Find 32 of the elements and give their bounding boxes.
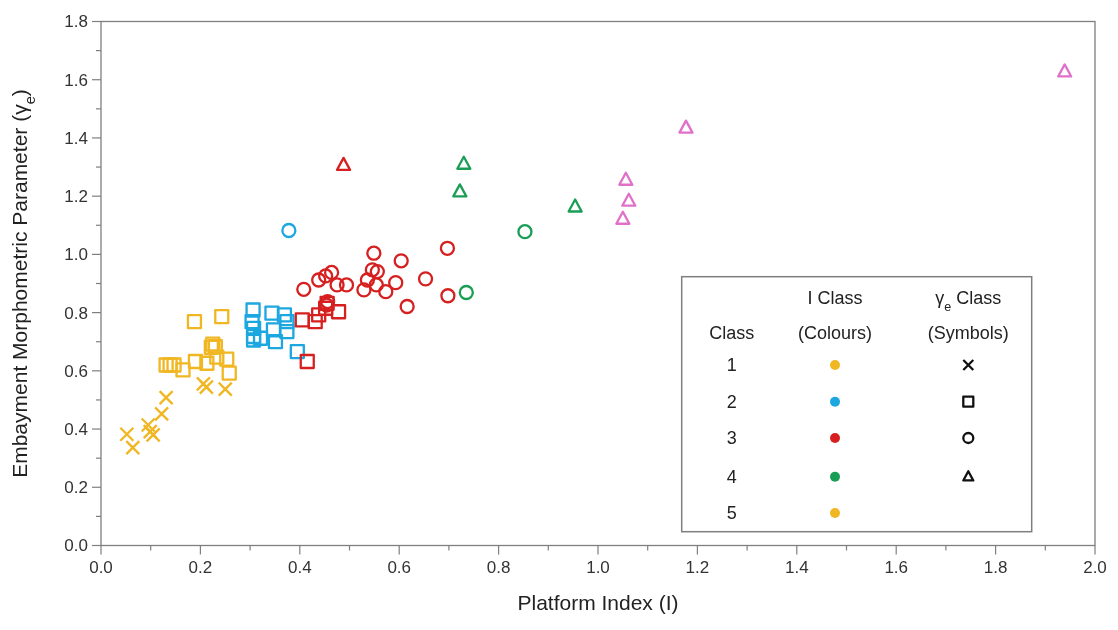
x-tick-label: 0.6 [387,557,412,577]
y-tick-label: 0.2 [64,478,88,498]
y-tick-label: 1.8 [64,12,88,32]
x-tick-label: 0.2 [188,557,213,577]
annotation: (Colours) [797,323,873,344]
annotation: 2 [726,392,737,412]
annotation: γ$_{e}$ Class [935,288,1002,315]
y-tick-label: 1.0 [64,245,88,265]
y-tick-label: 1.6 [64,70,88,90]
annotation: 5 [726,503,737,524]
annotation: 3 [726,428,737,449]
x-tick-label: 0.8 [486,557,511,577]
y-tick-label: 0.4 [64,420,88,440]
annotation: Class [709,323,755,344]
annotation: 4 [726,467,737,487]
x-axis-title: Platform Index (I) [517,591,679,614]
x-tick-label: 1.6 [884,557,909,577]
x-tick-label: 0.0 [89,557,113,577]
annotation: 1 [726,355,737,376]
x-tick-label: 1.8 [983,557,1008,577]
x-tick-label: 1.0 [586,557,610,577]
x-tick-label: 1.4 [784,557,809,577]
x-tick-label: 2.0 [1083,557,1107,577]
x-tick-label: 0.4 [287,557,312,577]
y-tick-label: 0.0 [64,536,88,556]
y-tick-label: 0.6 [64,361,88,381]
y-tick-label: 0.8 [64,303,88,323]
annotation: (Symbols) [927,323,1009,344]
y-tick-label: 1.2 [64,187,88,207]
x-tick-label: 1.2 [685,557,710,577]
annotation: I Class [807,288,863,309]
y-tick-label: 1.4 [64,128,88,148]
